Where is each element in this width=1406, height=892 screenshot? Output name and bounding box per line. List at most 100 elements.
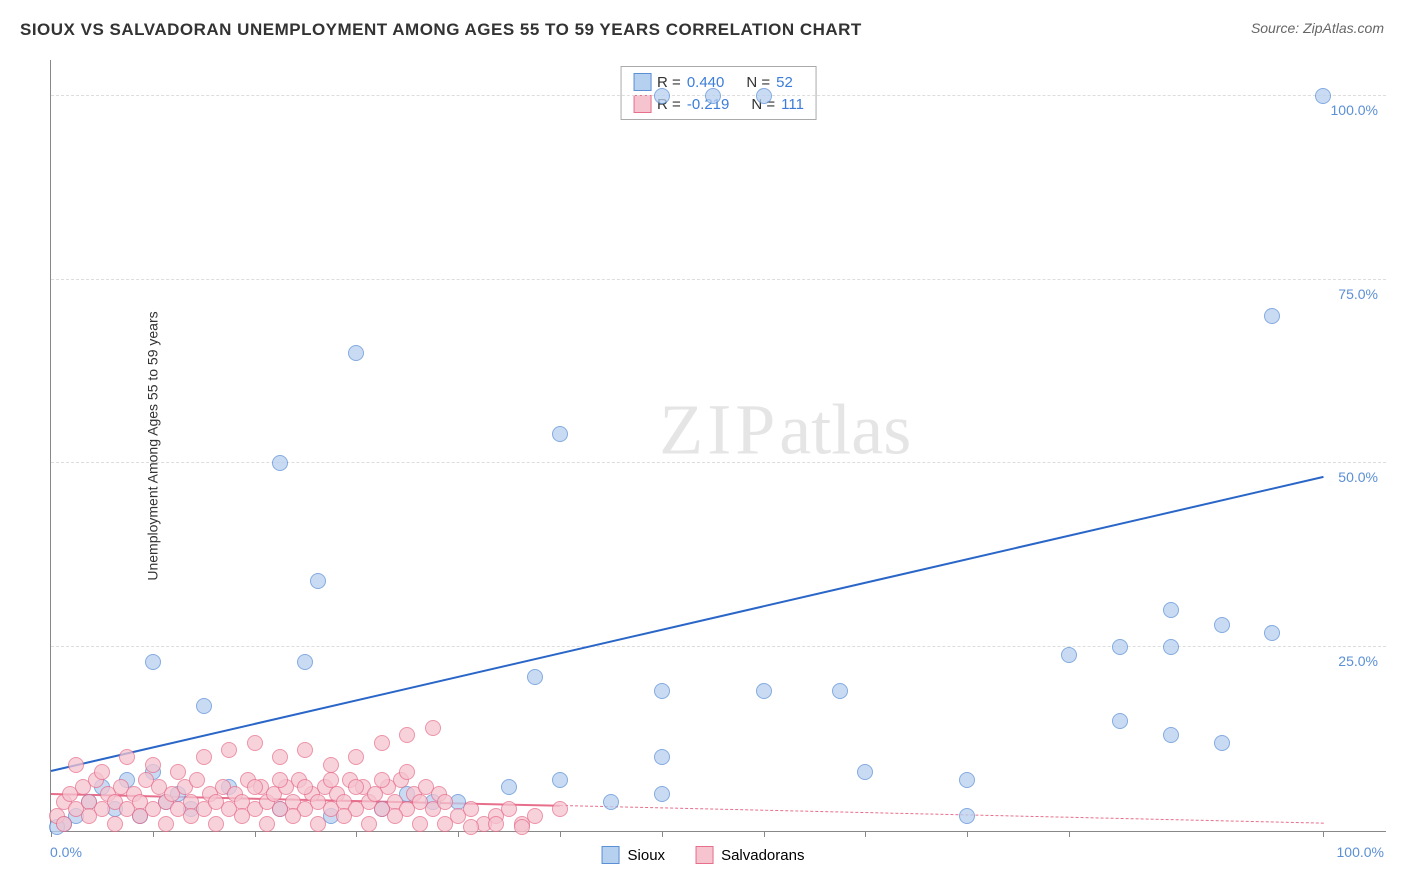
data-point bbox=[310, 816, 326, 832]
data-point bbox=[348, 749, 364, 765]
data-point bbox=[1214, 617, 1230, 633]
x-tick bbox=[356, 831, 357, 837]
gridline bbox=[51, 646, 1386, 647]
source-attribution: Source: ZipAtlas.com bbox=[1251, 20, 1384, 36]
data-point bbox=[259, 816, 275, 832]
data-point bbox=[247, 779, 263, 795]
data-point bbox=[1163, 727, 1179, 743]
trend-line bbox=[51, 476, 1324, 772]
data-point bbox=[297, 779, 313, 795]
series-legend-label: Sioux bbox=[628, 847, 666, 864]
data-point bbox=[488, 816, 504, 832]
data-point bbox=[552, 772, 568, 788]
legend-swatch bbox=[633, 95, 651, 113]
data-point bbox=[145, 757, 161, 773]
data-point bbox=[654, 88, 670, 104]
data-point bbox=[705, 88, 721, 104]
data-point bbox=[107, 816, 123, 832]
chart-title: SIOUX VS SALVADORAN UNEMPLOYMENT AMONG A… bbox=[20, 20, 862, 40]
x-tick bbox=[967, 831, 968, 837]
data-point bbox=[463, 819, 479, 835]
data-point bbox=[857, 764, 873, 780]
data-point bbox=[654, 683, 670, 699]
data-point bbox=[1214, 735, 1230, 751]
gridline bbox=[51, 462, 1386, 463]
watermark-atlas: atlas bbox=[779, 390, 911, 470]
data-point bbox=[221, 742, 237, 758]
data-point bbox=[158, 816, 174, 832]
data-point bbox=[183, 808, 199, 824]
data-point bbox=[272, 455, 288, 471]
data-point bbox=[56, 816, 72, 832]
data-point bbox=[94, 764, 110, 780]
y-tick-label: 100.0% bbox=[1331, 102, 1378, 118]
data-point bbox=[297, 654, 313, 670]
watermark: ZIPatlas bbox=[659, 389, 911, 472]
data-point bbox=[189, 772, 205, 788]
data-point bbox=[348, 345, 364, 361]
data-point bbox=[310, 573, 326, 589]
data-point bbox=[361, 816, 377, 832]
data-point bbox=[323, 772, 339, 788]
series-legend-label: Salvadorans bbox=[721, 847, 804, 864]
data-point bbox=[119, 749, 135, 765]
data-point bbox=[654, 749, 670, 765]
x-tick bbox=[1069, 831, 1070, 837]
data-point bbox=[832, 683, 848, 699]
x-tick bbox=[764, 831, 765, 837]
data-point bbox=[1163, 602, 1179, 618]
data-point bbox=[68, 757, 84, 773]
data-point bbox=[374, 735, 390, 751]
gridline bbox=[51, 279, 1386, 280]
data-point bbox=[1264, 308, 1280, 324]
data-point bbox=[399, 727, 415, 743]
data-point bbox=[959, 772, 975, 788]
data-point bbox=[463, 801, 479, 817]
data-point bbox=[527, 669, 543, 685]
data-point bbox=[272, 749, 288, 765]
series-legend-item: Sioux bbox=[602, 846, 666, 864]
data-point bbox=[323, 757, 339, 773]
data-point bbox=[234, 808, 250, 824]
data-point bbox=[501, 779, 517, 795]
data-point bbox=[412, 816, 428, 832]
legend-swatch bbox=[602, 846, 620, 864]
data-point bbox=[297, 742, 313, 758]
x-tick-label-min: 0.0% bbox=[50, 844, 82, 860]
legend-swatch bbox=[633, 73, 651, 91]
data-point bbox=[514, 819, 530, 835]
x-tick bbox=[153, 831, 154, 837]
series-legend-item: Salvadorans bbox=[695, 846, 804, 864]
x-tick bbox=[458, 831, 459, 837]
y-tick-label: 50.0% bbox=[1338, 469, 1378, 485]
data-point bbox=[208, 816, 224, 832]
data-point bbox=[1264, 625, 1280, 641]
data-point bbox=[285, 808, 301, 824]
data-point bbox=[374, 772, 390, 788]
data-point bbox=[1061, 647, 1077, 663]
legend-n-value: 52 bbox=[776, 74, 793, 91]
x-tick bbox=[560, 831, 561, 837]
data-point bbox=[654, 786, 670, 802]
data-point bbox=[132, 808, 148, 824]
data-point bbox=[247, 735, 263, 751]
data-point bbox=[348, 779, 364, 795]
data-point bbox=[527, 808, 543, 824]
data-point bbox=[145, 654, 161, 670]
data-point bbox=[425, 720, 441, 736]
watermark-zip: ZIP bbox=[659, 390, 779, 470]
data-point bbox=[272, 772, 288, 788]
data-point bbox=[196, 749, 212, 765]
x-tick bbox=[1323, 831, 1324, 837]
x-tick bbox=[255, 831, 256, 837]
data-point bbox=[387, 808, 403, 824]
data-point bbox=[756, 88, 772, 104]
data-point bbox=[603, 794, 619, 810]
data-point bbox=[552, 801, 568, 817]
x-tick-label-max: 100.0% bbox=[1337, 844, 1384, 860]
data-point bbox=[399, 764, 415, 780]
series-legend: Sioux Salvadorans bbox=[602, 846, 805, 864]
data-point bbox=[196, 698, 212, 714]
data-point bbox=[501, 801, 517, 817]
data-point bbox=[1315, 88, 1331, 104]
